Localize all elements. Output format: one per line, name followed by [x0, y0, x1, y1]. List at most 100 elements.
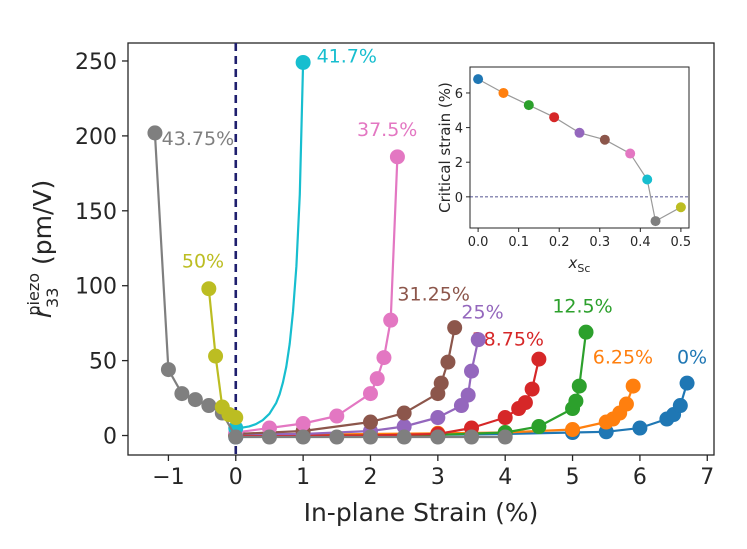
inset-connecting-line [477, 78, 682, 223]
data-point [208, 348, 224, 364]
data-point [362, 414, 378, 430]
data-point [261, 429, 277, 445]
data-point [174, 386, 190, 402]
inset-x-tick-label: 0.5 [671, 235, 692, 250]
y-tick-label: 0 [103, 425, 117, 450]
data-point [625, 378, 641, 394]
y-axis-label: r33piezo (pm/V) [24, 180, 62, 319]
data-point [565, 422, 581, 438]
data-point [632, 420, 648, 436]
y-tick-label: 250 [75, 50, 117, 75]
inset-data-point [625, 148, 636, 159]
inset-x-label-main: x [568, 254, 578, 272]
data-point [433, 375, 449, 391]
series-label: 31.25% [397, 284, 469, 306]
series-41.7%: 41.7% [228, 45, 377, 436]
inset-data-point [549, 112, 560, 123]
data-point [295, 416, 311, 432]
data-point [531, 419, 547, 435]
series-label: 50% [182, 251, 224, 273]
inset-data-point [523, 100, 534, 111]
data-point [201, 281, 217, 297]
x-tick-label: 5 [566, 465, 580, 490]
inset-y-tick-label: 2 [455, 156, 463, 171]
data-point [160, 362, 176, 378]
data-point [517, 395, 533, 411]
data-point [396, 429, 412, 445]
series-50%: 50% [182, 251, 244, 426]
data-point [201, 398, 217, 414]
inset-data-point [498, 87, 509, 98]
data-point [228, 410, 244, 426]
y-tick-label: 100 [75, 275, 117, 300]
y-label-main: r [28, 306, 57, 318]
inset-data-point [473, 74, 484, 85]
x-tick-label: 2 [363, 465, 377, 490]
data-point [568, 393, 584, 409]
data-point [295, 429, 311, 445]
y-tick-label: 200 [75, 125, 117, 150]
data-point [679, 375, 695, 391]
series-label: 41.7% [317, 45, 377, 67]
data-point [396, 405, 412, 421]
data-point [383, 312, 399, 328]
inset-frame [469, 66, 690, 229]
inset-data-point [650, 216, 661, 227]
series-12.5%: 12.5% [228, 296, 613, 444]
x-tick-label: −1 [152, 465, 184, 490]
data-point [571, 378, 587, 394]
data-point [460, 387, 476, 403]
x-tick-label: 6 [633, 465, 647, 490]
data-point [376, 350, 392, 366]
series-31.25%: 31.25% [228, 284, 470, 442]
x-tick-label: 1 [296, 465, 310, 490]
x-tick-label: 0 [229, 465, 243, 490]
inset-data-point [675, 202, 686, 213]
series-label: 6.25% [593, 347, 653, 369]
y-label-sup: piezo [24, 273, 43, 316]
inset-y-tick-label: 0 [455, 191, 463, 206]
data-point [329, 408, 345, 424]
data-point [531, 351, 547, 367]
data-point [524, 381, 540, 397]
data-point [430, 410, 446, 426]
data-point [147, 125, 163, 141]
series-label: 37.5% [357, 119, 417, 141]
data-point [470, 332, 486, 348]
inset-x-tick-label: 0.0 [468, 235, 489, 250]
data-point [430, 429, 446, 445]
data-point [464, 363, 480, 379]
inset-x-tick-label: 0.2 [549, 235, 570, 250]
data-point [362, 429, 378, 445]
inset-x-tick-label: 0.3 [589, 235, 610, 250]
inset-data-point [599, 134, 610, 145]
inset-data-point [642, 174, 653, 185]
data-point [497, 410, 513, 426]
data-point [440, 354, 456, 370]
data-point [464, 429, 480, 445]
y-tick-label: 150 [75, 200, 117, 225]
data-point [497, 429, 513, 445]
y-label-unit: (pm/V) [28, 180, 57, 265]
data-point [362, 386, 378, 402]
data-point [578, 324, 594, 340]
series-label: 0% [677, 347, 707, 369]
inset-data-point [574, 127, 585, 138]
data-point [369, 371, 385, 387]
inset-x-axis-label: xSc [568, 254, 591, 275]
data-point [389, 149, 405, 165]
y-tick-label: 50 [89, 350, 117, 375]
inset-y-axis-label: Critical strain (%) [436, 82, 454, 213]
series-line [235, 62, 305, 430]
data-point [672, 398, 688, 414]
inset-x-tick-label: 0.1 [508, 235, 529, 250]
data-point [329, 429, 345, 445]
inset-plot: 0.0 0.1 0.2 0.3 0.4 0.5 0 2 4 6 xSc Critical strain… [436, 66, 692, 275]
series-label: 43.75% [162, 128, 234, 150]
x-tick-label: 7 [700, 465, 714, 490]
y-label-sub: 33 [43, 288, 62, 308]
data-point [187, 392, 203, 408]
inset-x-label-sub: Sc [577, 262, 590, 275]
inset-y-tick-label: 4 [455, 122, 463, 137]
